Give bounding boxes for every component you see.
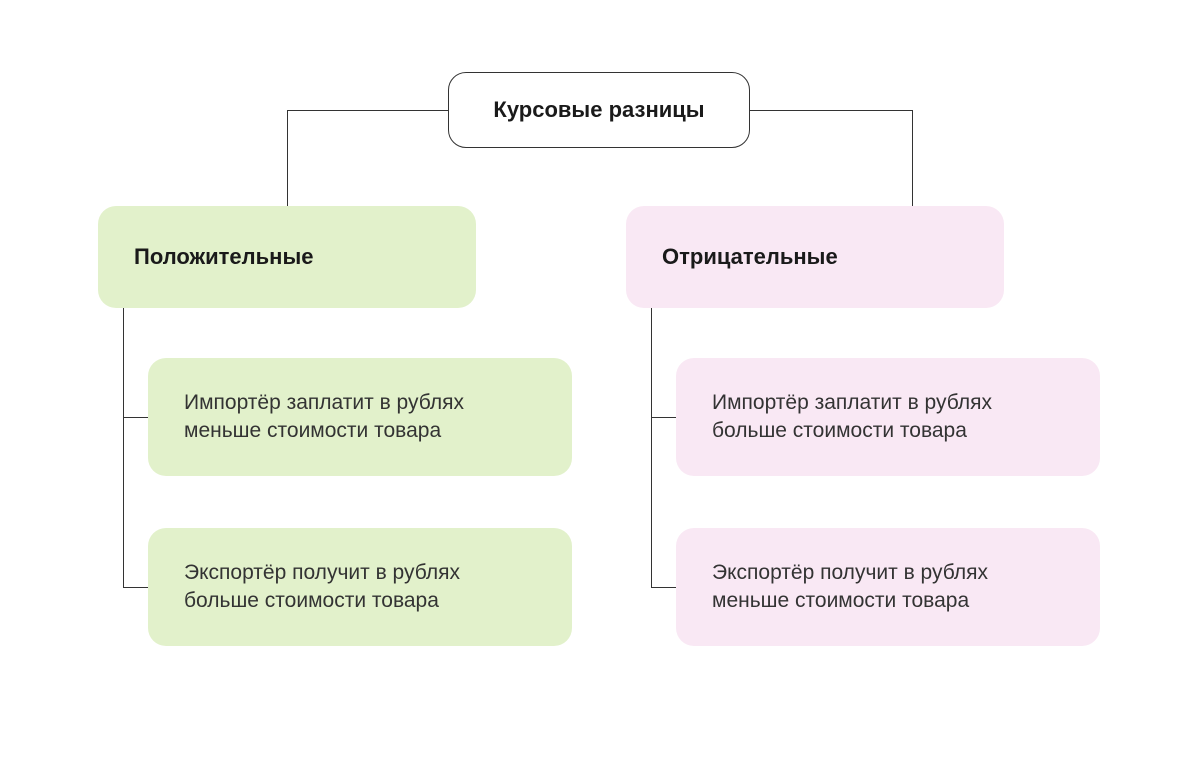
root-node: Курсовые разницы (448, 72, 750, 148)
branch-positive: Положительные (98, 206, 476, 308)
leaf-positive-1-label: Импортёр заплатит в рублях меньше стоимо… (184, 389, 536, 446)
connector-negative-stub-1 (651, 417, 676, 418)
branch-positive-label: Положительные (134, 244, 313, 270)
diagram-canvas: Курсовые разницы Положительные Импортёр … (0, 0, 1200, 779)
connector-root-drop-left (287, 110, 288, 206)
connector-positive-vline (123, 308, 124, 587)
leaf-negative-1-label: Импортёр заплатит в рублях больше стоимо… (712, 389, 1064, 446)
branch-negative: Отрицательные (626, 206, 1004, 308)
connector-root-hline-right (750, 110, 912, 111)
branch-negative-label: Отрицательные (662, 244, 838, 270)
leaf-positive-2-label: Экспортёр получит в рублях больше стоимо… (184, 559, 536, 616)
root-label: Курсовые разницы (493, 97, 704, 123)
connector-negative-stub-2 (651, 587, 676, 588)
leaf-negative-2-label: Экспортёр получит в рублях меньше стоимо… (712, 559, 1064, 616)
leaf-negative-2: Экспортёр получит в рублях меньше стоимо… (676, 528, 1100, 646)
leaf-positive-1: Импортёр заплатит в рублях меньше стоимо… (148, 358, 572, 476)
leaf-positive-2: Экспортёр получит в рублях больше стоимо… (148, 528, 572, 646)
connector-negative-vline (651, 308, 652, 587)
leaf-negative-1: Импортёр заплатит в рублях больше стоимо… (676, 358, 1100, 476)
connector-positive-stub-2 (123, 587, 148, 588)
connector-positive-stub-1 (123, 417, 148, 418)
connector-root-hline (287, 110, 448, 111)
connector-root-drop-right (912, 110, 913, 206)
